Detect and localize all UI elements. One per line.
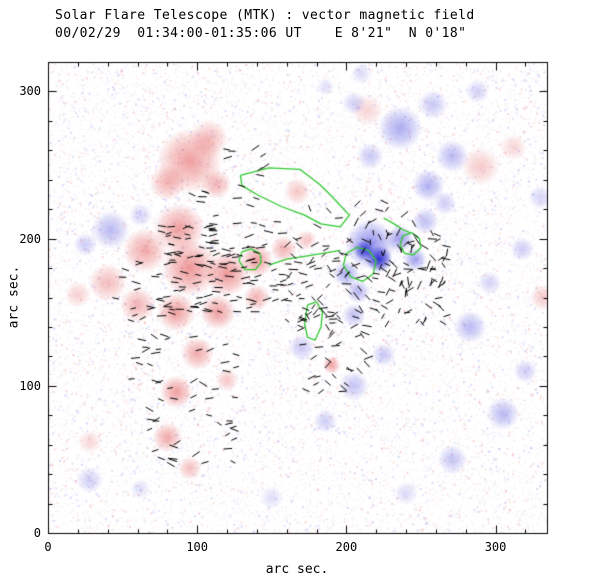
x-tick-label-100: 100 bbox=[186, 540, 209, 554]
y-tick-label-100: 100 bbox=[19, 378, 41, 393]
plot-subtitle-datetime: 00/02/29 01:34:00-01:35:06 UT E 8'21" N … bbox=[55, 26, 467, 41]
y-tick-label-0: 0 bbox=[33, 526, 41, 540]
y-axis-label: arc sec. bbox=[6, 265, 22, 329]
plot-title: Solar Flare Telescope (MTK) : vector mag… bbox=[55, 8, 475, 23]
y-tick-label-300: 300 bbox=[19, 84, 41, 99]
x-axis-label: arc sec. bbox=[265, 562, 329, 577]
y-tick-label-200: 200 bbox=[19, 231, 41, 246]
x-tick-label-300: 300 bbox=[484, 540, 507, 554]
x-tick-label-0: 0 bbox=[44, 540, 52, 554]
x-tick-label-200: 200 bbox=[335, 540, 358, 554]
